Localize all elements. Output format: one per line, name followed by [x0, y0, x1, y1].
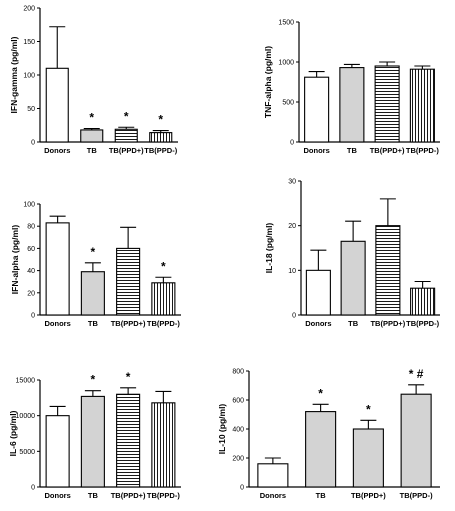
y-tick-label: 10 — [288, 268, 296, 275]
y-tick-label: 100 — [23, 73, 35, 80]
category-label: TB(PPD+) — [109, 146, 144, 155]
category-label: TB(PPD-) — [406, 319, 439, 328]
bar-TB(PPD-) — [410, 287, 436, 316]
category-label: TB — [316, 491, 327, 500]
y-axis-label: IL-6 (pg/ml) — [8, 410, 18, 456]
significance-mark: * # — [409, 367, 424, 381]
category-label: TB(PPD+) — [111, 491, 146, 500]
category-label: Donors — [45, 491, 71, 500]
bar-TB — [339, 67, 365, 143]
bar-TB(PPD-) — [149, 132, 173, 143]
y-tick-label: 200 — [23, 6, 35, 13]
bar-Donors — [305, 269, 331, 316]
bar-TB(PPD+) — [375, 225, 401, 316]
y-tick-label: 20 — [288, 223, 296, 230]
chart-panel-2: 0 500 1000 1500 TNF-alpha (pg/ml) Donors TB TB(… — [263, 20, 440, 155]
category-label: TB(PPD+) — [351, 491, 386, 500]
category-label: TB(PPD-) — [147, 491, 180, 500]
y-tick-label: 500 — [282, 100, 294, 107]
significance-mark: * — [318, 386, 323, 400]
bar-TB(PPD+) — [352, 428, 384, 488]
significance-mark: * — [124, 109, 129, 123]
bar-Donors — [257, 463, 289, 488]
bar-Donors — [304, 76, 330, 143]
y-tick-label: 800 — [232, 369, 244, 376]
category-label: TB(PPD-) — [400, 491, 433, 500]
category-label: TB — [87, 146, 98, 155]
y-tick-label: 1000 — [278, 60, 294, 67]
category-label: Donors — [304, 146, 330, 155]
category-label: TB(PPD-) — [406, 146, 439, 155]
y-tick-label: 0 — [290, 140, 294, 147]
y-tick-label: 1500 — [278, 20, 294, 27]
y-axis-label: IFN-alpha (pg/ml) — [10, 225, 20, 295]
category-label: TB — [88, 319, 99, 328]
bar-TB(PPD+) — [116, 247, 141, 316]
y-tick-label: 40 — [27, 268, 35, 275]
bar-TB(PPD+) — [374, 65, 400, 143]
category-label: TB — [88, 491, 99, 500]
significance-mark: * — [158, 113, 163, 127]
significance-mark: * — [91, 245, 96, 259]
y-tick-label: 80 — [27, 224, 35, 231]
bar-TB(PPD-) — [151, 402, 176, 488]
bar-TB(PPD+) — [116, 393, 141, 488]
y-axis-label: TNF-alpha (pg/ml) — [263, 46, 273, 118]
y-tick-label: 15000 — [16, 378, 36, 385]
y-tick-label: 150 — [23, 39, 35, 46]
category-label: Donors — [45, 319, 71, 328]
significance-mark: * — [161, 259, 166, 273]
y-tick-label: 60 — [27, 246, 35, 253]
bar-TB — [80, 129, 104, 143]
y-tick-label: 0 — [292, 313, 296, 320]
category-label: TB(PPD-) — [144, 146, 177, 155]
y-tick-label: 20 — [27, 290, 35, 297]
category-label: TB(PPD+) — [111, 319, 146, 328]
y-tick-label: 600 — [232, 398, 244, 405]
y-tick-label: 400 — [232, 427, 244, 434]
y-axis-label: IL-10 (pg/ml) — [217, 404, 227, 455]
category-label: TB(PPD-) — [147, 319, 180, 328]
bar-TB(PPD-) — [151, 282, 176, 316]
y-tick-label: 50 — [27, 106, 35, 113]
chart-panel-5: 0 5000 10000 15000 IL-6 (pg/ml) Donors * TB * TB(… — [8, 370, 181, 500]
bar-Donors — [45, 222, 70, 316]
significance-mark: * — [91, 373, 96, 387]
bar-TB(PPD+) — [114, 128, 138, 143]
significance-mark: * — [366, 402, 371, 416]
chart-panel-4: 0 10 20 30 IL-18 (pg/ml) Donors TB TB(PPD+) TB(P… — [264, 179, 440, 328]
category-label: TB — [348, 319, 359, 328]
bar-TB — [340, 240, 366, 316]
category-label: TB — [347, 146, 358, 155]
y-axis-label: IFN-gamma (pg/ml) — [9, 36, 19, 113]
category-label: Donors — [44, 146, 70, 155]
bar-TB(PPD-) — [409, 68, 435, 143]
category-label: TB(PPD+) — [370, 319, 405, 328]
y-tick-label: 0 — [31, 485, 35, 492]
significance-mark: * — [126, 370, 131, 384]
y-tick-label: 5000 — [19, 449, 35, 456]
y-tick-label: 200 — [232, 456, 244, 463]
bar-TB — [80, 271, 105, 316]
y-tick-label: 10000 — [16, 413, 36, 420]
bar-Donors — [45, 415, 70, 488]
category-label: Donors — [260, 491, 286, 500]
y-tick-label: 0 — [31, 313, 35, 320]
category-label: Donors — [305, 319, 331, 328]
chart-panel-6: 0 200 400 600 800 IL-10 (pg/ml) Donors * TB * TB(P… — [217, 367, 440, 500]
bar-TB — [305, 411, 337, 488]
y-tick-label: 100 — [23, 202, 35, 209]
significance-mark: * — [89, 111, 94, 125]
bar-Donors — [45, 67, 69, 143]
y-axis-label: IL-18 (pg/ml) — [264, 223, 274, 274]
category-label: TB(PPD+) — [370, 146, 405, 155]
bar-TB(PPD-) — [400, 393, 432, 488]
bar-TB — [80, 395, 105, 488]
chart-panel-1: 0 50 100 150 200 IFN-gamma (pg/ml) Donors * TB * T… — [9, 6, 178, 155]
y-tick-label: 0 — [31, 140, 35, 147]
y-tick-label: 0 — [240, 485, 244, 492]
y-tick-label: 30 — [288, 179, 296, 186]
chart-panel-3: 0 20 40 60 80 100 IFN-alpha (pg/ml) Donors * TB TB… — [10, 202, 181, 328]
